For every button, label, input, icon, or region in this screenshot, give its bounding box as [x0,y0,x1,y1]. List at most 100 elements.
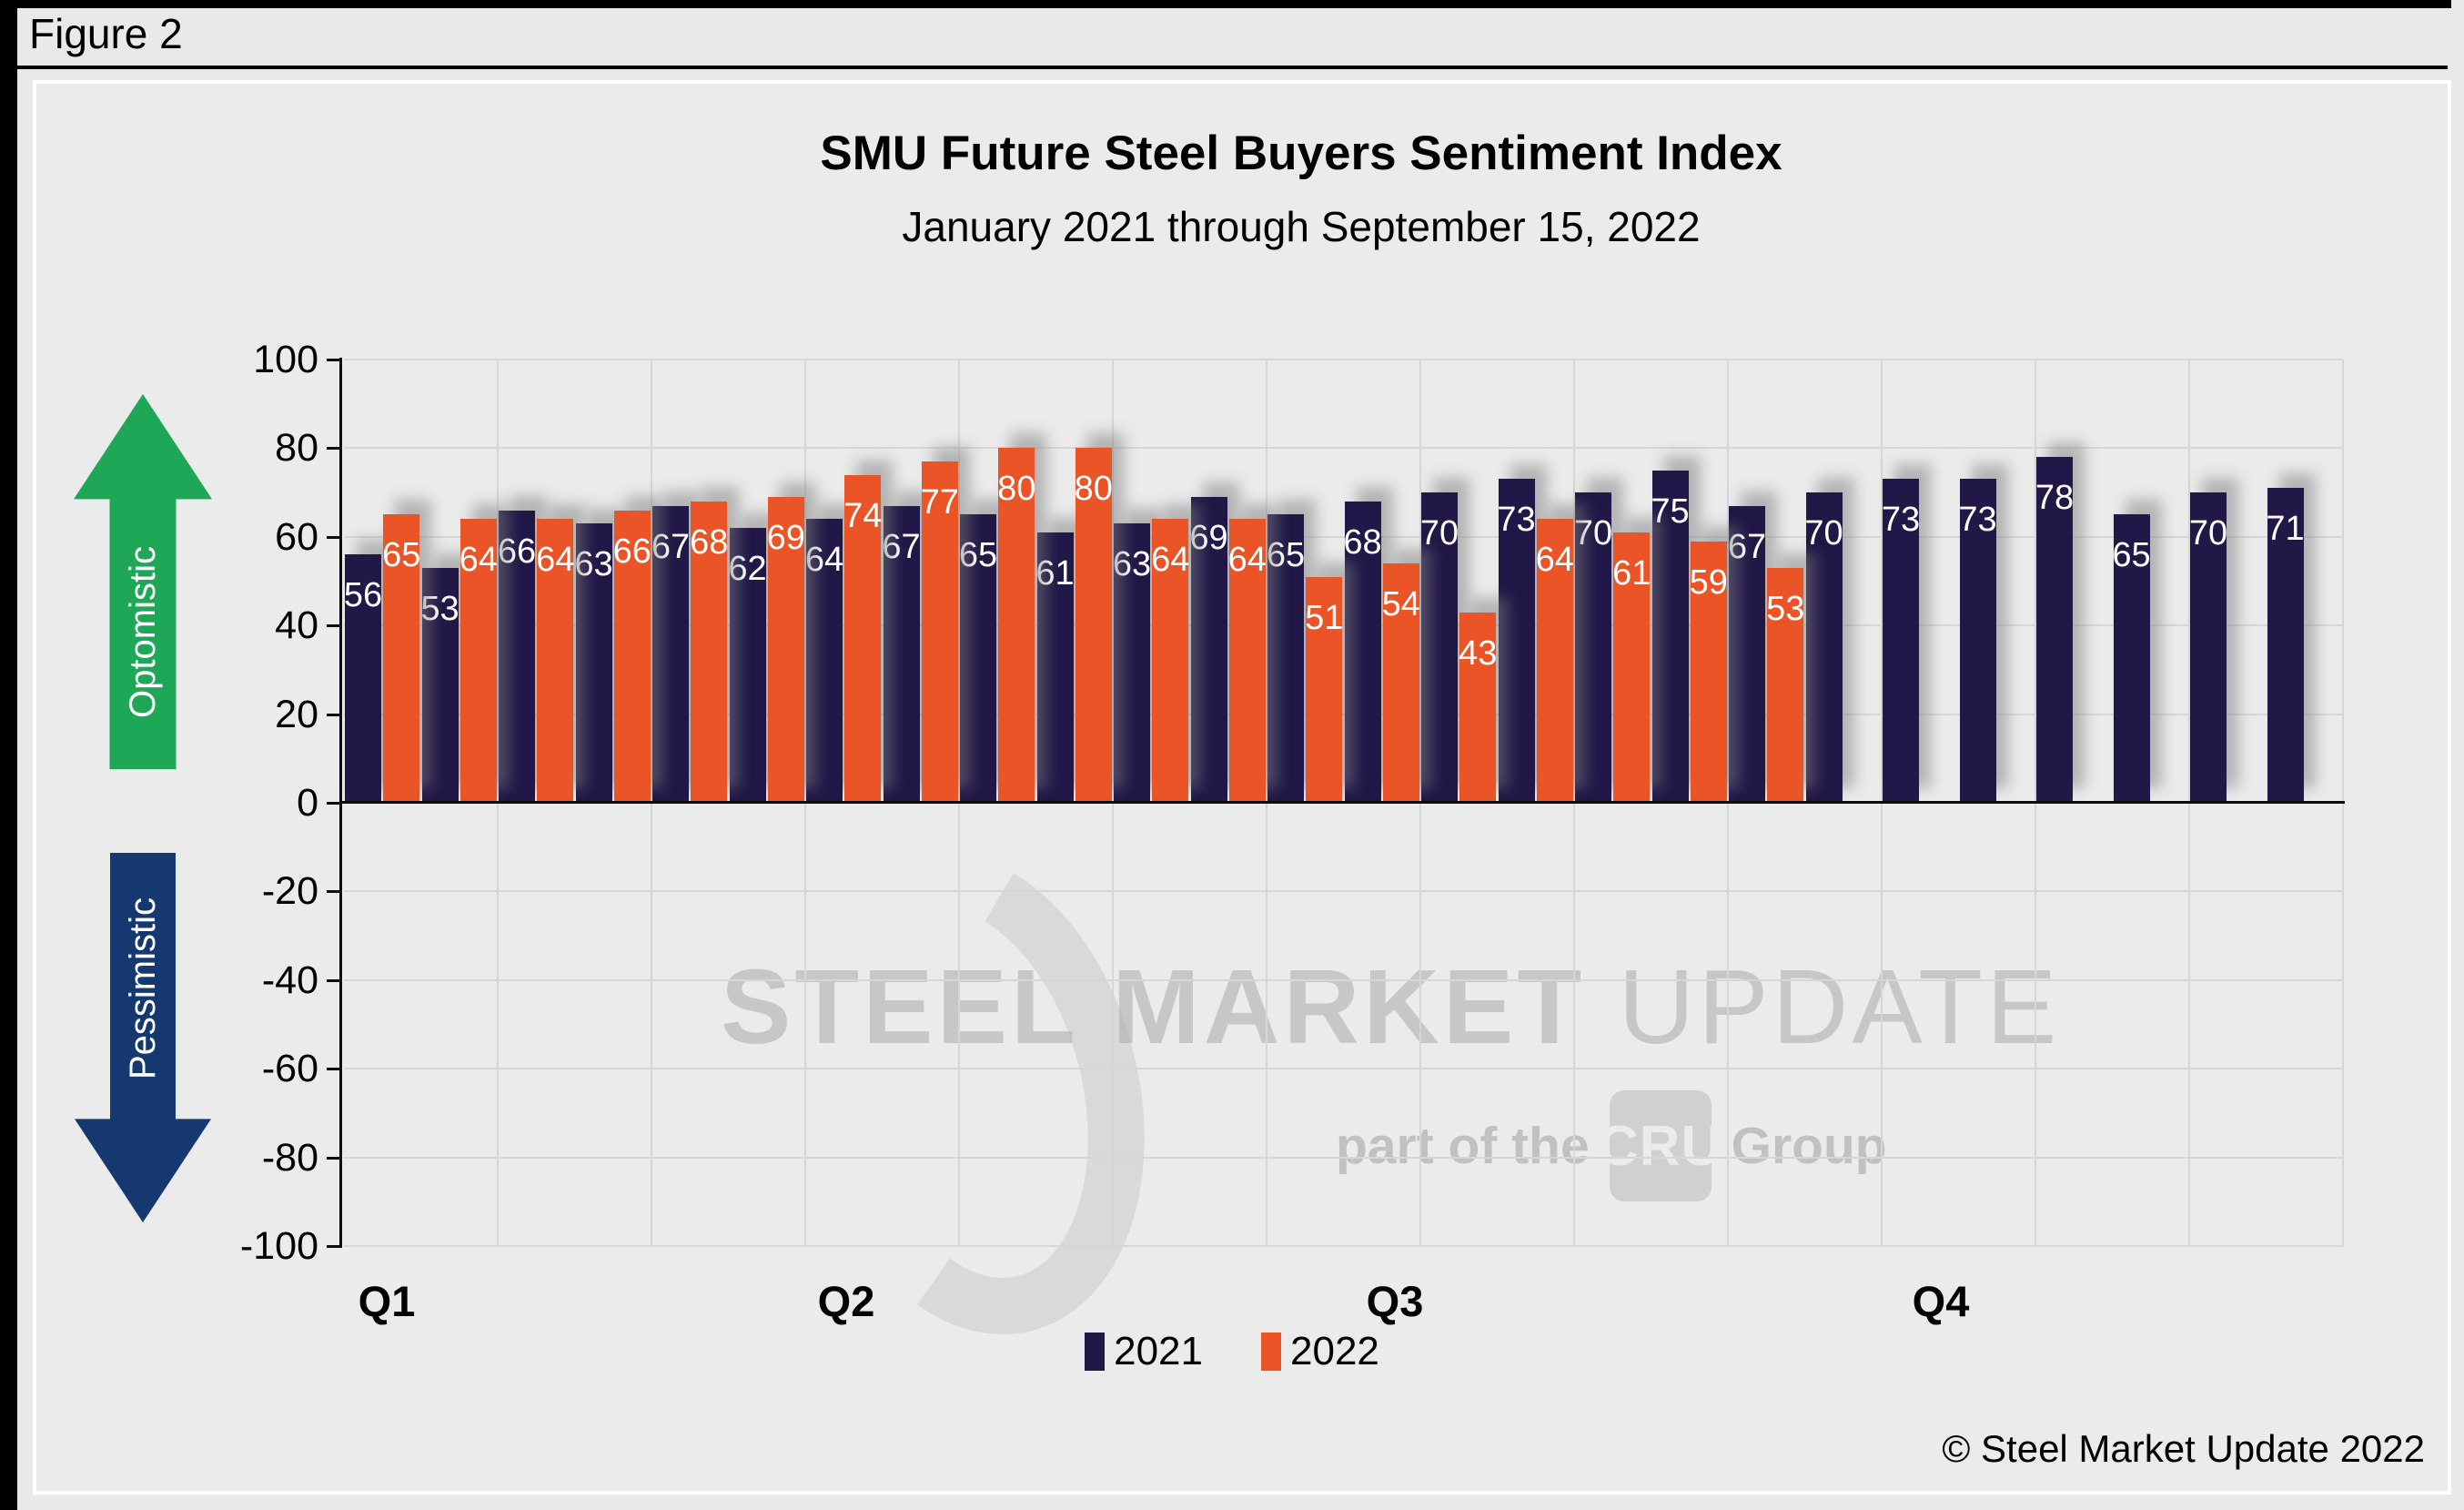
chart-subtitle: January 2021 through September 15, 2022 [902,203,1701,250]
bar-value-label: 53 [1766,589,1805,628]
bar-value-label: 64 [804,541,844,580]
watermark-word-market: MARKET [1112,948,1586,1066]
watermark-tagline-prefix: part of the [1336,1117,1590,1175]
bar-2021-17: 70 [1573,492,1613,803]
bar-2022-17: 61 [1612,532,1651,803]
bar-value-label: 54 [1381,585,1420,624]
bar-2021-22: 73 [1958,479,1997,803]
bar-value-label: 64 [1151,541,1190,580]
bar-2022-2: 64 [459,519,498,803]
bar-2022-5: 68 [690,501,728,803]
bar-2021-4: 63 [574,523,613,803]
bar-value-label: 73 [1497,501,1536,540]
bar-2021-5: 67 [651,505,691,803]
bar-2021-19: 67 [1727,505,1767,803]
watermark-word-update: UPDATE [1618,948,2061,1066]
bar-2022-9: 80 [997,448,1036,803]
horizontal-gridline [344,1156,2343,1159]
bar-value-label: 61 [1035,553,1075,593]
copyright-text: © Steel Market Update 2022 [1942,1427,2425,1470]
legend: 2021 2022 [0,1329,2464,1374]
bar-2021-3: 66 [498,510,536,803]
bar-value-label: 80 [1074,470,1113,509]
bar-2021-25: 70 [2188,492,2228,803]
bar-value-label: 65 [1266,536,1306,575]
y-axis-tick [327,802,341,805]
bar-2021-10: 61 [1035,532,1075,803]
bar-value-label: 56 [343,576,383,615]
bar-value-label: 61 [1612,553,1651,593]
page-left-border [0,0,17,1510]
bar-value-label: 67 [882,527,921,566]
bar-2022-4: 66 [613,510,651,803]
bar-2022-12: 64 [1227,519,1267,803]
y-axis-tick [327,978,341,982]
bar-value-label: 73 [1881,501,1921,540]
y-axis-tick-label: 100 [253,338,318,381]
bar-2022-8: 77 [920,461,959,803]
legend-swatch-2021 [1085,1333,1106,1371]
y-axis-tick [327,359,341,361]
bar-value-label: 70 [2188,514,2228,553]
horizontal-gridline [344,1068,2343,1070]
bar-2022-18: 59 [1690,541,1728,803]
bar-2021-12: 69 [1189,496,1228,803]
y-axis-tick-label: 40 [275,603,318,648]
bar-value-label: 53 [420,589,459,628]
y-axis-tick [327,535,341,539]
bar-2021-8: 67 [882,505,921,803]
bar-2022-7: 74 [843,474,883,803]
horizontal-gridline [344,1245,2343,1247]
horizontal-gridline [344,535,2343,538]
y-axis-tick [327,447,341,451]
y-axis-tick-label: 0 [297,781,318,825]
horizontal-gridline [344,978,2343,981]
bar-2021-13: 65 [1266,514,1306,803]
horizontal-gridline [344,359,2343,360]
y-axis-tick-label: 20 [275,692,318,736]
y-axis-tick [327,624,341,628]
x-axis-label-q1: Q1 [358,1277,416,1325]
watermark-tagline-suffix: Group [1731,1117,1887,1175]
bar-2022-19: 53 [1766,567,1805,803]
bar-value-label: 65 [958,536,998,575]
y-axis-tick-label: -100 [239,1224,318,1268]
legend-label-2022: 2022 [1290,1329,1379,1373]
bar-value-label: 63 [1112,545,1152,584]
bar-2021-1: 56 [343,554,383,803]
bar-2021-23: 78 [2035,457,2074,803]
y-axis-tick-label: -60 [261,1047,318,1091]
bar-2022-6: 69 [767,496,805,803]
bar-value-label: 43 [1459,633,1498,673]
horizontal-gridline [344,447,2343,450]
bar-value-label: 77 [920,483,959,522]
bar-2021-2: 53 [420,567,459,803]
bar-2022-11: 64 [1151,519,1190,803]
bar-2021-11: 63 [1112,523,1152,803]
bar-2021-15: 70 [1420,492,1459,803]
bar-2022-13: 51 [1305,576,1343,803]
bar-value-label: 64 [1227,541,1267,580]
bar-2022-1: 65 [382,514,421,803]
bar-value-label: 74 [843,496,883,535]
bar-value-label: 80 [997,470,1036,509]
bar-value-label: 70 [1573,514,1613,553]
bar-value-label: 70 [1804,514,1843,553]
bar-value-label: 67 [1727,527,1767,566]
bar-value-label: 67 [651,527,691,566]
y-axis-tick-label: 60 [275,514,318,559]
legend-label-2021: 2021 [1114,1329,1203,1373]
bar-value-label: 63 [574,545,613,584]
page-top-border [0,0,2451,8]
bar-2022-14: 54 [1381,563,1420,803]
horizontal-gridline [344,713,2343,715]
bar-value-label: 65 [382,536,421,575]
bar-2021-18: 75 [1651,470,1690,803]
bar-2022-3: 64 [536,519,574,803]
x-axis-label-q2: Q2 [817,1277,875,1325]
bar-2021-14: 68 [1343,501,1382,803]
bar-2022-10: 80 [1074,448,1113,803]
horizontal-gridline [344,890,2343,893]
